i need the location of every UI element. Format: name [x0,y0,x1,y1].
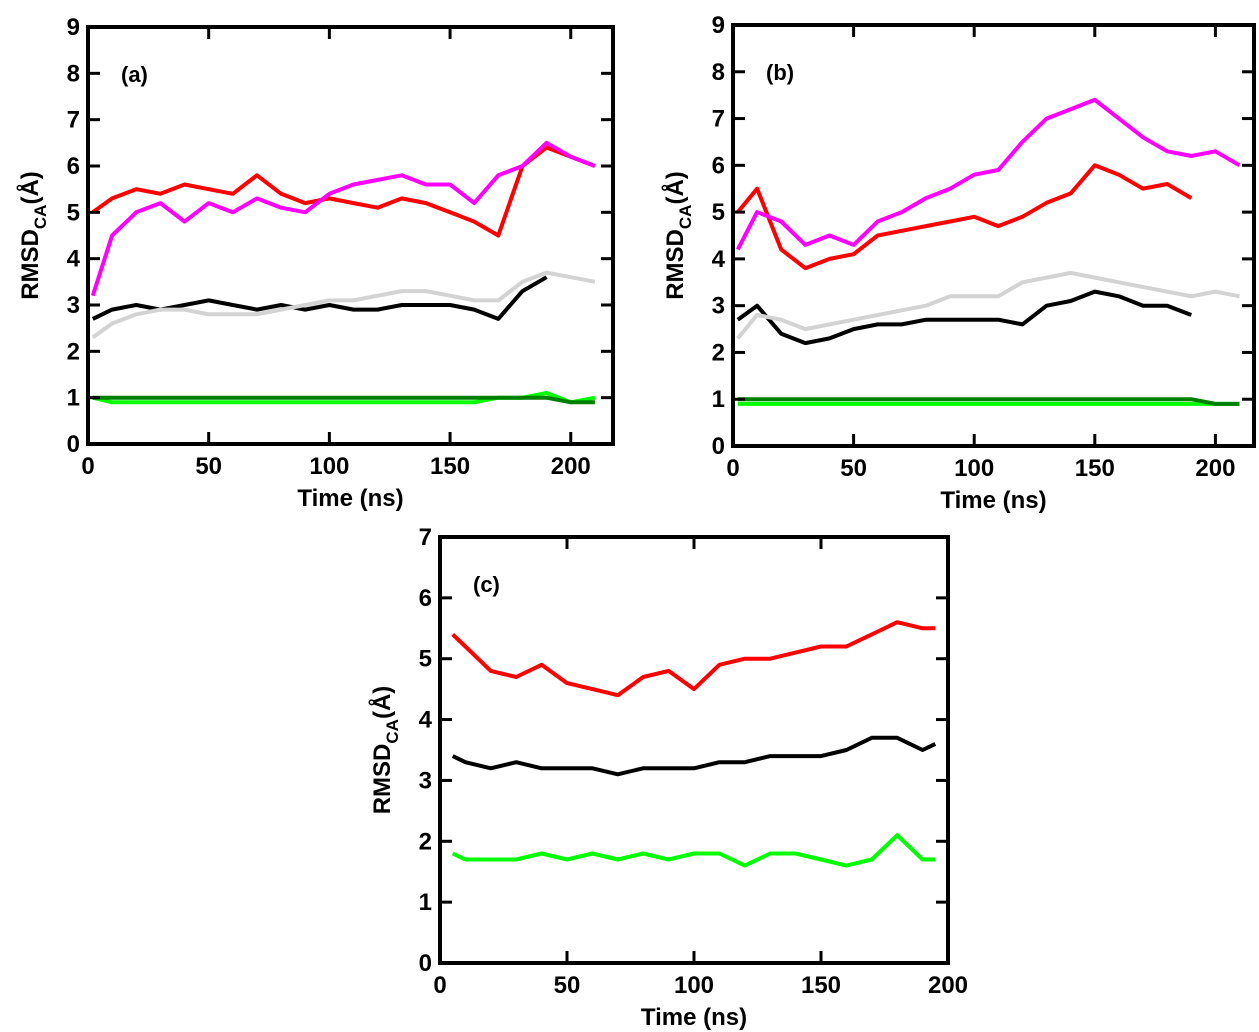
y-tick-label: 8 [67,60,80,87]
x-tick-label: 200 [551,453,591,480]
y-tick-label: 5 [419,646,432,673]
y-tick-label: 5 [712,199,725,226]
y-label-main: RMSD [369,744,396,815]
y-label-main: RMSD [17,229,44,300]
y-tick-label: 0 [712,433,725,460]
series-line [451,735,937,777]
series-line [91,270,596,340]
y-axis-label: RMSDCA(Å) [16,171,50,300]
y-tick-label: 1 [419,889,432,916]
x-tick-label: 150 [801,972,841,999]
y-label-unit: (Å) [16,171,44,204]
chart-panel: 0 50 100 150 200 0 1 2 3 4 5 6 7 8 9 (b) Time (ns) RMSDCA… [661,12,1256,514]
series-line [91,145,596,238]
x-axis-label: Time (ns) [297,485,403,512]
series-line [451,833,936,868]
y-label-unit: (Å) [368,686,396,719]
x-tick-label: 50 [195,453,222,480]
series-line [737,397,1240,406]
y-tick-label: 7 [712,106,725,133]
y-tick-label: 5 [67,199,80,226]
y-tick-label: 3 [419,767,432,794]
x-tick-label: 50 [554,972,581,999]
y-tick-label: 6 [712,152,725,179]
y-tick-label: 7 [67,107,80,134]
series-line [92,395,595,405]
series-line [90,140,596,297]
y-label-sub: CA [31,205,50,230]
x-tick-label: 100 [309,453,349,480]
y-label-sub: CA [676,205,695,230]
series-line [91,275,548,321]
y-tick-label: 2 [67,338,80,365]
x-tick-label: 0 [81,453,94,480]
y-tick-label: 0 [419,950,432,977]
plot-frame [438,535,950,965]
y-tick-label: 3 [712,293,725,320]
y-tick-label: 4 [712,246,726,273]
x-tick-label: 0 [726,455,739,482]
y-tick-label: 1 [67,385,80,412]
y-tick-label: 0 [67,431,80,458]
y-tick-label: 6 [419,585,432,612]
y-tick-label: 4 [419,707,433,734]
x-tick-label: 150 [1075,455,1115,482]
y-label-main: RMSD [662,229,689,300]
annotation: (a) [121,62,148,87]
y-axis-label: RMSDCA(Å) [661,171,695,300]
x-axis-label: Time (ns) [641,1004,747,1031]
x-tick-label: 100 [674,972,714,999]
plot-frame [731,23,1256,448]
series-line [736,289,1193,346]
x-tick-label: 50 [840,455,867,482]
x-axis-label: Time (ns) [940,487,1046,514]
y-tick-label: 9 [67,14,80,41]
annotation: (b) [766,60,794,85]
x-tick-label: 100 [954,455,994,482]
y-tick-label: 6 [67,153,80,180]
y-tick-label: 4 [67,246,81,273]
series-line [736,163,1193,271]
annotation: (c) [473,572,500,597]
plot-frame [86,25,615,446]
y-tick-label: 2 [419,828,432,855]
y-tick-label: 7 [419,524,432,551]
x-tick-label: 0 [433,972,446,999]
x-tick-label: 150 [430,453,470,480]
series-line [736,97,1241,251]
y-tick-label: 2 [712,339,725,366]
y-label-unit: (Å) [661,171,689,204]
chart-panel: 0 50 100 150 200 0 1 2 3 4 5 6 7 (c) Time (ns) RMSDCA(Å… [368,524,968,1031]
x-tick-label: 200 [1195,455,1235,482]
y-tick-label: 1 [712,386,725,413]
y-label-sub: CA [383,719,402,744]
y-tick-label: 9 [712,12,725,39]
chart-panel: 0 50 100 150 200 0 1 2 3 4 5 6 7 8 9 (a) Time (ns) RMSDCA… [16,14,615,512]
series-line [736,270,1240,340]
series-line [451,620,936,698]
y-tick-label: 3 [67,292,80,319]
x-tick-label: 200 [928,972,968,999]
y-tick-label: 8 [712,59,725,86]
y-axis-label: RMSDCA(Å) [368,686,402,815]
